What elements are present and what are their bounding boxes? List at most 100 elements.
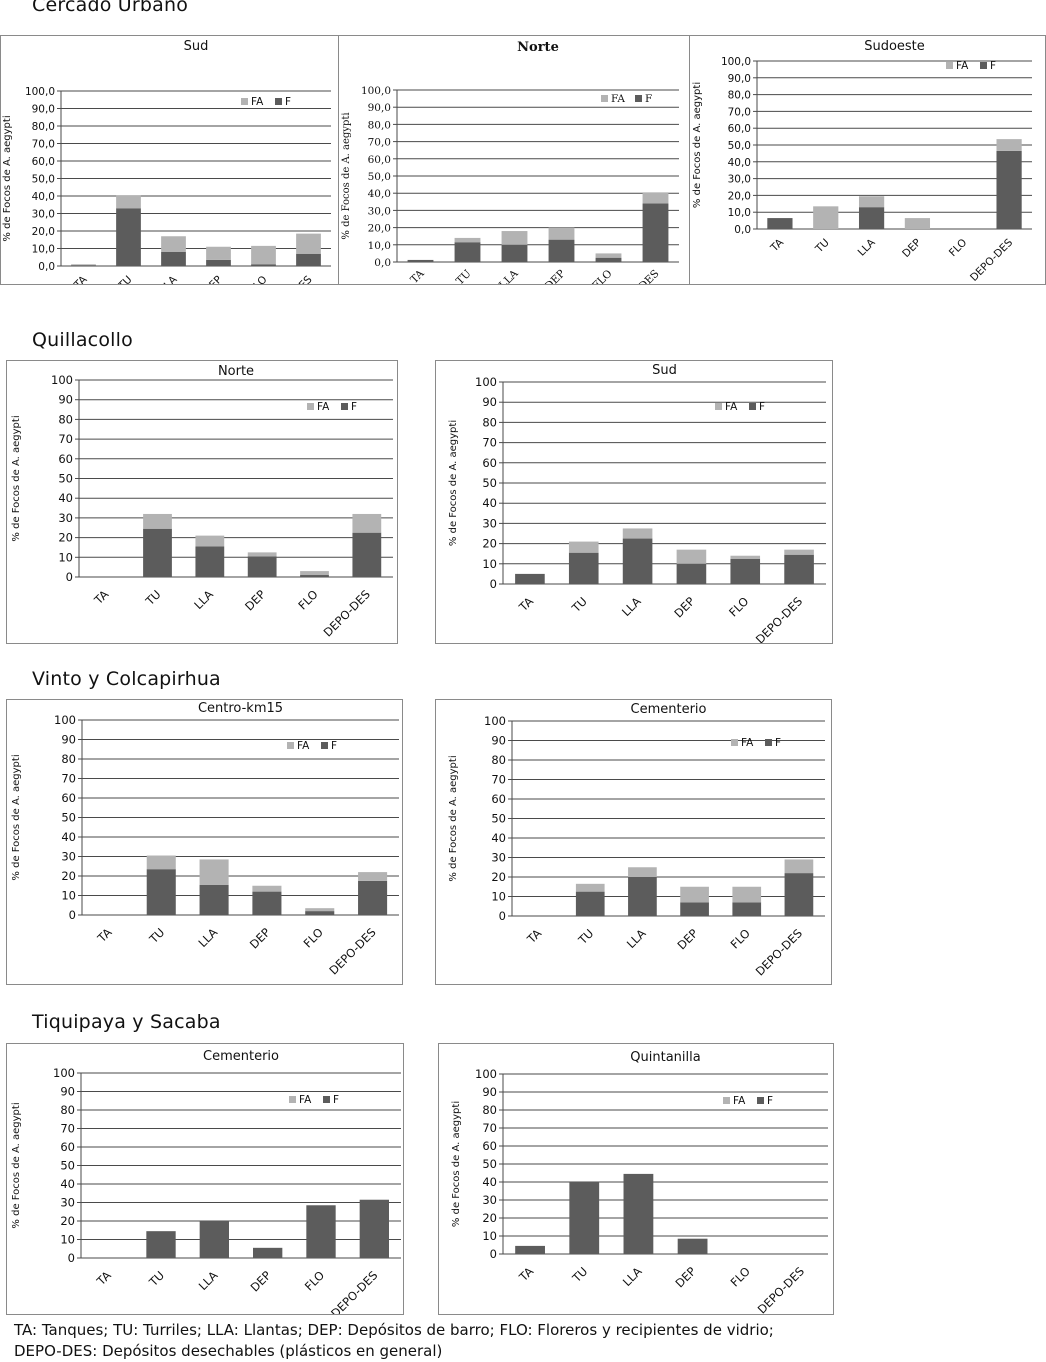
bar-FA-flo [305, 908, 335, 912]
legend-swatch-fa [287, 742, 294, 749]
bar-FA-tu [116, 195, 141, 209]
legend-swatch-fa [241, 98, 248, 105]
y-tick-label: 30 [58, 511, 73, 525]
bar-F-lla [161, 252, 186, 266]
legend: FA F [723, 1095, 773, 1107]
bar-F-tu [146, 869, 176, 915]
y-tick-label: 90 [58, 393, 73, 407]
y-tick-label: 50 [482, 1157, 497, 1171]
chart-title: Norte [218, 364, 254, 379]
y-axis-label: % de Focos de A. aegypti [2, 115, 13, 241]
x-tick-label: LLA [624, 926, 649, 951]
y-tick-label: 40 [60, 1177, 75, 1191]
legend-label-fa: FA [297, 740, 310, 752]
x-tick-label: FLO [728, 1264, 753, 1289]
y-tick-label: 80 [482, 1103, 497, 1117]
y-tick-label: 100,0 [25, 86, 55, 98]
x-tick-label: TU [146, 925, 168, 947]
y-tick-label: 90 [482, 1085, 497, 1099]
y-tick-label: 0 [68, 1251, 75, 1265]
y-tick-label: 70,0 [728, 106, 751, 118]
legend-swatch-f [757, 1097, 764, 1104]
bar-F-ta [515, 573, 545, 584]
legend: FA F [601, 93, 652, 105]
y-tick-label: 60 [491, 792, 506, 806]
y-tick-label: 20 [60, 1214, 75, 1228]
bar-FA-tu [146, 855, 176, 870]
chart-panel-cercado-sud: Sud 0,0 10,0 20,0 30,0 40,0 50,0 60,0 70,0 80,0 90… [0, 35, 339, 285]
x-tick-label: LLA [620, 1264, 645, 1289]
x-tick-label: DEP [201, 274, 224, 285]
bar-F-dep [253, 1247, 283, 1258]
y-tick-label: 60,0 [368, 154, 391, 166]
y-tick-label: 0 [66, 570, 73, 584]
bar-F-depo-des [296, 253, 321, 266]
y-tick-label: 100,0 [361, 85, 391, 97]
legend-swatch-f [275, 98, 282, 105]
chart-panel-vinto-centro: Centro-km15 0 10 20 30 40 50 60 70 80 90 100 % de Fo… [6, 699, 403, 985]
y-tick-label: 60 [61, 791, 76, 805]
y-tick-label: 70,0 [368, 137, 391, 149]
legend-label-f: F [775, 737, 781, 749]
bar-FA-depo-des [996, 139, 1022, 151]
bar-F-lla [501, 244, 528, 262]
chart-title: Quintanilla [630, 1050, 700, 1065]
y-tick-label: 10,0 [32, 244, 55, 256]
x-tick-label: LLA [158, 273, 181, 285]
x-tick-label: TA [524, 926, 545, 947]
x-tick-label: DEP [248, 1268, 274, 1294]
y-tick-label: 10 [482, 557, 497, 571]
legend-label-f: F [351, 401, 357, 413]
bar-F-lla [623, 1173, 654, 1254]
y-tick-label: 10 [491, 890, 506, 904]
chart-panel-cercado-norte: Norte 0,0 10,0 20,0 30,0 40,0 50,0 60,0 70,0 80,0… [338, 35, 690, 285]
section-title-cercado: Cercado Urbano [32, 0, 189, 16]
legend-label-f: F [990, 60, 996, 72]
legend-swatch-fa [731, 739, 738, 746]
y-tick-label: 80 [61, 752, 76, 766]
x-tick-label: TA [94, 925, 115, 946]
y-tick-label: 10 [61, 889, 76, 903]
legend-swatch-fa [715, 403, 722, 410]
bar-FA-ta [71, 264, 96, 266]
bar-FA-flo [251, 245, 276, 265]
y-tick-label: 60 [60, 1140, 75, 1154]
y-tick-label: 50,0 [368, 171, 391, 183]
x-tick-label: DEPO-DES [326, 925, 378, 977]
bar-FA-lla [501, 231, 528, 245]
bar-FA-dep [252, 885, 282, 892]
y-tick-label: 70 [482, 1121, 497, 1135]
bar-FA-lla [199, 859, 229, 885]
legend-label-f: F [645, 93, 652, 105]
legend-swatch-fa [601, 95, 608, 102]
y-axis-label: % de Focos de A. aegypti [341, 112, 352, 239]
y-tick-label: 0 [490, 577, 497, 591]
y-tick-label: 70 [482, 436, 497, 450]
x-tick-label: TU [568, 594, 590, 616]
legend-swatch-f [323, 1096, 330, 1103]
x-tick-label: TU [569, 1264, 591, 1286]
bar-FA-lla [622, 528, 653, 539]
x-tick-label: TU [575, 926, 597, 948]
y-axis-label: % de Focos de A. aegypti [11, 415, 22, 541]
y-tick-label: 40 [482, 496, 497, 510]
chart-svg: Norte 0,0 10,0 20,0 30,0 40,0 50,0 60,0 70,0 80,0… [341, 40, 679, 284]
y-tick-label: 60 [482, 456, 497, 470]
x-tick-label: DEPO-DES [753, 926, 805, 978]
x-tick-label: DEP [242, 587, 268, 613]
y-tick-label: 100 [53, 1066, 75, 1080]
chart-panel-quillacollo-sud: Sud 0 10 20 30 40 50 60 70 80 90 100 % de Focos de A… [435, 360, 833, 644]
y-tick-label: 40 [482, 1175, 497, 1189]
bar-FA-dep [548, 227, 575, 240]
y-tick-label: 40 [491, 831, 506, 845]
x-tick-label: TA [516, 594, 537, 615]
y-tick-label: 90 [60, 1085, 75, 1099]
legend: FA F [946, 60, 996, 72]
legend: FA F [307, 401, 357, 413]
y-tick-label: 80,0 [728, 90, 751, 102]
x-tick-label: TA [93, 1268, 114, 1289]
bar-FA-dep [904, 218, 931, 229]
legend-swatch-f [765, 739, 772, 746]
y-tick-label: 70 [61, 772, 76, 786]
x-tick-label: TA [91, 587, 112, 608]
